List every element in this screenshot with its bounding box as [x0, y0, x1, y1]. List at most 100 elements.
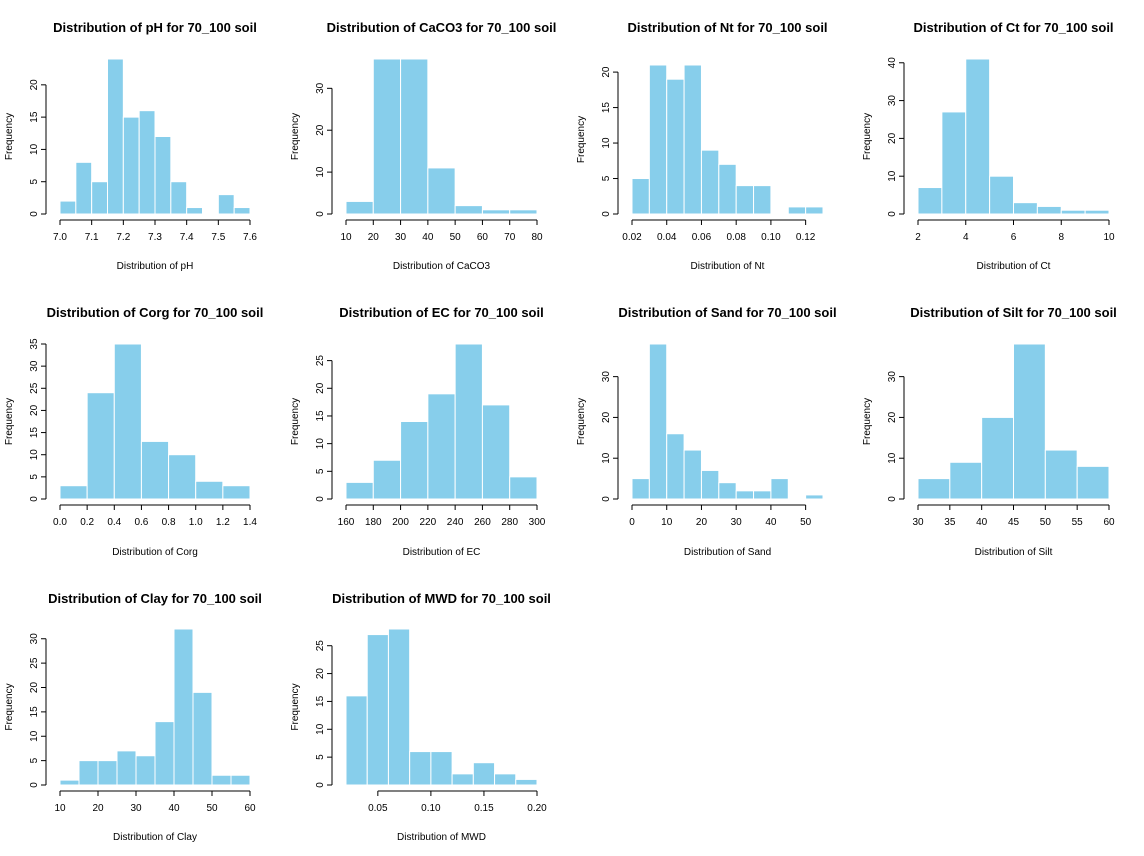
histogram-bar	[122, 116, 140, 215]
y-tick-label: 10	[601, 452, 612, 464]
y-tick-label: 0	[29, 211, 40, 217]
histogram-bar	[648, 343, 668, 500]
y-tick-label: 20	[29, 682, 40, 694]
y-tick-label: 20	[601, 66, 612, 78]
chart-title: Distribution of Corg for 70_100 soil	[47, 305, 264, 320]
y-tick-label: 30	[315, 82, 326, 94]
y-axis-label: Frequency	[4, 683, 15, 730]
histogram-bar	[683, 449, 702, 500]
y-tick-label: 15	[601, 102, 612, 114]
y-tick-label: 5	[29, 474, 40, 480]
x-axis-label: Distribution of Nt	[691, 261, 765, 272]
histogram-bar	[735, 490, 755, 500]
x-tick-label: 180	[365, 517, 382, 528]
x-tick-label: 0	[629, 517, 635, 528]
y-tick-label: 15	[29, 706, 40, 718]
histogram-bar	[427, 167, 456, 215]
y-tick-label: 10	[315, 438, 326, 450]
x-tick-label: 0.02	[622, 232, 642, 243]
y-tick-label: 0	[601, 211, 612, 217]
x-axis-label: Distribution of Silt	[975, 547, 1053, 558]
x-tick-label: 1.2	[216, 517, 230, 528]
x-tick-label: 40	[168, 803, 180, 814]
histogram-bar	[154, 721, 175, 786]
y-tick-label: 30	[29, 633, 40, 645]
x-tick-label: 200	[392, 517, 409, 528]
y-tick-label: 0	[601, 496, 612, 502]
histogram-bar	[787, 206, 807, 215]
x-tick-label: 50	[800, 517, 812, 528]
histogram-bar	[140, 440, 170, 500]
histogram-bar	[75, 161, 93, 215]
histogram-panel: Distribution of MWD for 70_100 soil 0.05 0…	[290, 591, 551, 843]
x-tick-label: 4	[963, 232, 969, 243]
x-tick-label: 10	[54, 803, 66, 814]
y-tick-label: 35	[29, 338, 40, 350]
y-tick-label: 25	[315, 640, 326, 652]
x-tick-label: 300	[529, 517, 546, 528]
x-tick-label: 7.0	[53, 232, 67, 243]
x-tick-label: 60	[244, 803, 256, 814]
histogram-bar	[400, 58, 429, 215]
histogram-bar	[1013, 202, 1038, 215]
histogram-bar	[454, 205, 483, 215]
histogram-bar	[222, 485, 251, 500]
histogram-bar	[753, 490, 772, 500]
histogram-bar	[372, 58, 402, 215]
histogram-bar	[59, 485, 88, 500]
histogram-bar	[683, 64, 702, 215]
histogram-bar	[989, 175, 1014, 215]
histogram-bar	[666, 433, 685, 500]
x-tick-label: 40	[976, 517, 988, 528]
histogram-panel: Distribution of CaCO3 for 70_100 soil 10 2…	[290, 20, 556, 272]
histogram-bar	[86, 392, 115, 500]
y-tick-label: 30	[601, 371, 612, 383]
y-tick-label: 20	[29, 404, 40, 416]
x-tick-label: 160	[338, 517, 355, 528]
histogram-bar	[631, 478, 650, 500]
histogram-bar	[648, 64, 668, 215]
histogram-bar	[192, 691, 213, 786]
histogram-bar	[173, 628, 194, 786]
x-tick-label: 55	[1072, 517, 1084, 528]
x-tick-label: 20	[368, 232, 380, 243]
histogram-panel: Distribution of pH for 70_100 soil 7.0 7.1…	[4, 20, 257, 272]
x-tick-label: 80	[531, 232, 543, 243]
histogram-bar	[1044, 449, 1078, 500]
x-tick-label: 10	[661, 517, 673, 528]
y-tick-label: 10	[29, 449, 40, 461]
x-tick-label: 0.20	[527, 803, 547, 814]
x-tick-label: 20	[92, 803, 104, 814]
histogram-bar	[631, 178, 650, 215]
y-axis-label: Frequency	[290, 113, 301, 160]
x-axis-label: Distribution of Ct	[977, 261, 1051, 272]
chart-title: Distribution of Silt for 70_100 soil	[910, 305, 1117, 320]
x-axis-label: Distribution of Corg	[112, 547, 198, 558]
y-tick-label: 0	[887, 211, 898, 217]
y-tick-label: 5	[315, 468, 326, 474]
chart-title: Distribution of Nt for 70_100 soil	[627, 20, 827, 35]
histogram-bar	[116, 750, 137, 786]
y-tick-label: 10	[315, 723, 326, 735]
y-tick-label: 40	[887, 57, 898, 69]
x-tick-label: 7.3	[148, 232, 162, 243]
y-tick-label: 5	[29, 757, 40, 763]
histogram-bar	[515, 778, 538, 786]
y-tick-label: 0	[315, 496, 326, 502]
histogram-bar	[168, 454, 197, 500]
x-tick-label: 7.4	[180, 232, 194, 243]
histogram-panel: Distribution of Ct for 70_100 soil 2 4 6 8 10…	[862, 20, 1115, 272]
y-tick-label: 20	[887, 411, 898, 423]
y-tick-label: 10	[29, 143, 40, 155]
x-tick-label: 60	[477, 232, 489, 243]
x-tick-label: 0.10	[421, 803, 441, 814]
chart-title: Distribution of Clay for 70_100 soil	[48, 591, 262, 606]
y-tick-label: 15	[29, 111, 40, 123]
histogram-bar	[805, 494, 824, 500]
y-tick-label: 15	[315, 695, 326, 707]
x-tick-label: 40	[422, 232, 434, 243]
x-tick-label: 0.15	[474, 803, 494, 814]
x-tick-label: 0.6	[134, 517, 148, 528]
x-axis-label: Distribution of Sand	[684, 547, 771, 558]
